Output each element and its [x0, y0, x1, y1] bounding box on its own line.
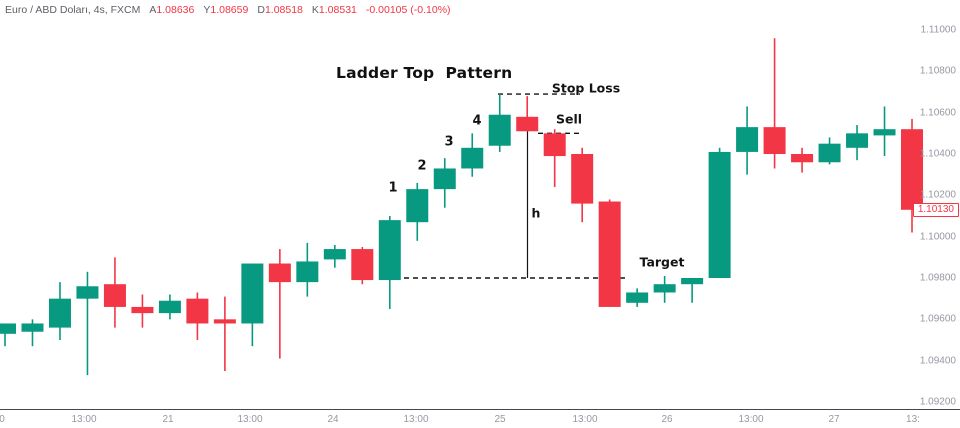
- candle-wick: [86, 271, 89, 376]
- price-axis-label: 1.10800: [919, 65, 956, 77]
- price-axis-label: 1.09600: [919, 313, 956, 325]
- candle-body-up: [626, 292, 649, 303]
- candle-wick: [4, 323, 6, 347]
- step-label-3: 3: [444, 134, 454, 150]
- candle-wick: [553, 129, 556, 188]
- current-price-value: 1.10130: [917, 203, 954, 215]
- candle-body-down: [901, 129, 924, 210]
- time-axis-label: 13:00: [572, 414, 598, 425]
- time-axis-label: 0: [0, 414, 5, 425]
- time-axis-label: 27: [828, 414, 840, 425]
- price-axis-label: 1.10200: [919, 189, 956, 201]
- candle-body-down: [598, 201, 621, 307]
- price-axis-label: 1.10400: [919, 148, 956, 160]
- candle-body-down: [543, 133, 566, 157]
- legend-ohlc-key: K: [311, 4, 319, 16]
- candle-body-up: [21, 323, 44, 332]
- candle-body-up: [818, 143, 841, 163]
- legend-ohlc-key: A: [149, 4, 157, 16]
- legend-ohlc-value: 1.08518: [264, 4, 303, 16]
- candle-body-down: [351, 249, 374, 281]
- candle-wick: [773, 38, 776, 169]
- legend-ohlc-value: 1.08636: [156, 4, 195, 16]
- candle-body-up: [736, 127, 759, 152]
- legend-ohlc-key: Y: [203, 4, 211, 16]
- step-label-1: 1: [388, 180, 398, 196]
- sell-label: Sell: [555, 111, 583, 127]
- step-label-2: 2: [417, 158, 427, 174]
- target-label: Target: [639, 254, 685, 270]
- candle-body-up: [708, 151, 731, 278]
- candle-body-up: [433, 168, 456, 190]
- price-axis-label: 1.09800: [919, 272, 956, 284]
- legend-ohlc-key: D: [257, 4, 265, 16]
- price-axis-label: 1.09200: [919, 396, 956, 408]
- candle-body-down: [186, 298, 209, 324]
- pattern-title: Ladder Top Pattern: [336, 64, 513, 82]
- time-axis-label: 13:00: [403, 414, 429, 425]
- price-axis-label: 1.11000: [920, 24, 956, 36]
- candle-wick: [526, 96, 529, 132]
- step-label-4: 4: [472, 113, 482, 129]
- candle-body-up: [323, 249, 346, 260]
- candle-wick: [224, 296, 226, 371]
- price-axis-label: 1.10000: [919, 231, 956, 243]
- time-axis-label: 13:00: [71, 414, 97, 425]
- candle-body-up: [488, 114, 511, 146]
- candle-body-up: [378, 220, 401, 281]
- candle-body-down: [763, 127, 786, 154]
- candle-wick: [279, 249, 281, 359]
- stop-loss-label: Stop Loss: [551, 80, 621, 96]
- candle-body-down: [213, 319, 236, 324]
- time-axis-label: 25: [494, 414, 506, 425]
- legend-change: -0.00105 (-0.10%): [365, 4, 451, 16]
- candle-body-up: [158, 300, 181, 314]
- time-axis-label: 21: [162, 414, 174, 425]
- candle-body-up: [653, 284, 676, 293]
- candle-body-down: [268, 263, 291, 283]
- candle-body-up: [846, 133, 869, 148]
- candle-body-down: [516, 116, 539, 132]
- time-axis-separator: [0, 409, 960, 410]
- time-axis-label: 24: [327, 414, 339, 425]
- time-axis-label: 13:00: [237, 414, 263, 425]
- price-axis-label: 1.09400: [919, 355, 956, 367]
- candle-body-up: [406, 189, 429, 223]
- candle-body-up: [48, 298, 71, 328]
- candle-body-down: [571, 154, 594, 204]
- legend-ohlc-value: 1.08531: [318, 4, 357, 16]
- price-axis-label: 1.10600: [919, 107, 956, 119]
- candle-body-up: [681, 278, 704, 285]
- candle-body-down: [103, 284, 126, 307]
- candle-body-up: [461, 147, 484, 169]
- legend: Euro / ABD Doları, 4s, FXCM A1.08636 Y1.08…: [5, 4, 451, 16]
- candle-body-up: [296, 261, 319, 283]
- time-axis-label: 13:: [906, 414, 920, 425]
- candle-body-up: [873, 129, 896, 136]
- legend-ohlc-values: A1.08636 Y1.08659 D1.08518 K1.08531 -0.00105…: [140, 4, 450, 16]
- candle-body-up: [241, 263, 264, 324]
- symbol-title[interactable]: Euro / ABD Doları, 4s, FXCM: [5, 4, 141, 16]
- time-axis-label: 13:00: [738, 414, 764, 425]
- candle-body-up: [76, 286, 99, 299]
- time-axis-label: 26: [661, 414, 673, 425]
- legend-ohlc-value: 1.08659: [210, 4, 249, 16]
- candle-body-down: [131, 306, 154, 314]
- candle-wick: [691, 278, 693, 303]
- h-label: h: [531, 205, 541, 221]
- current-price-label: 1.10130: [912, 202, 959, 217]
- candle-body-down: [791, 154, 814, 163]
- candle-wick: [31, 319, 34, 347]
- candle-body-up: [0, 323, 16, 334]
